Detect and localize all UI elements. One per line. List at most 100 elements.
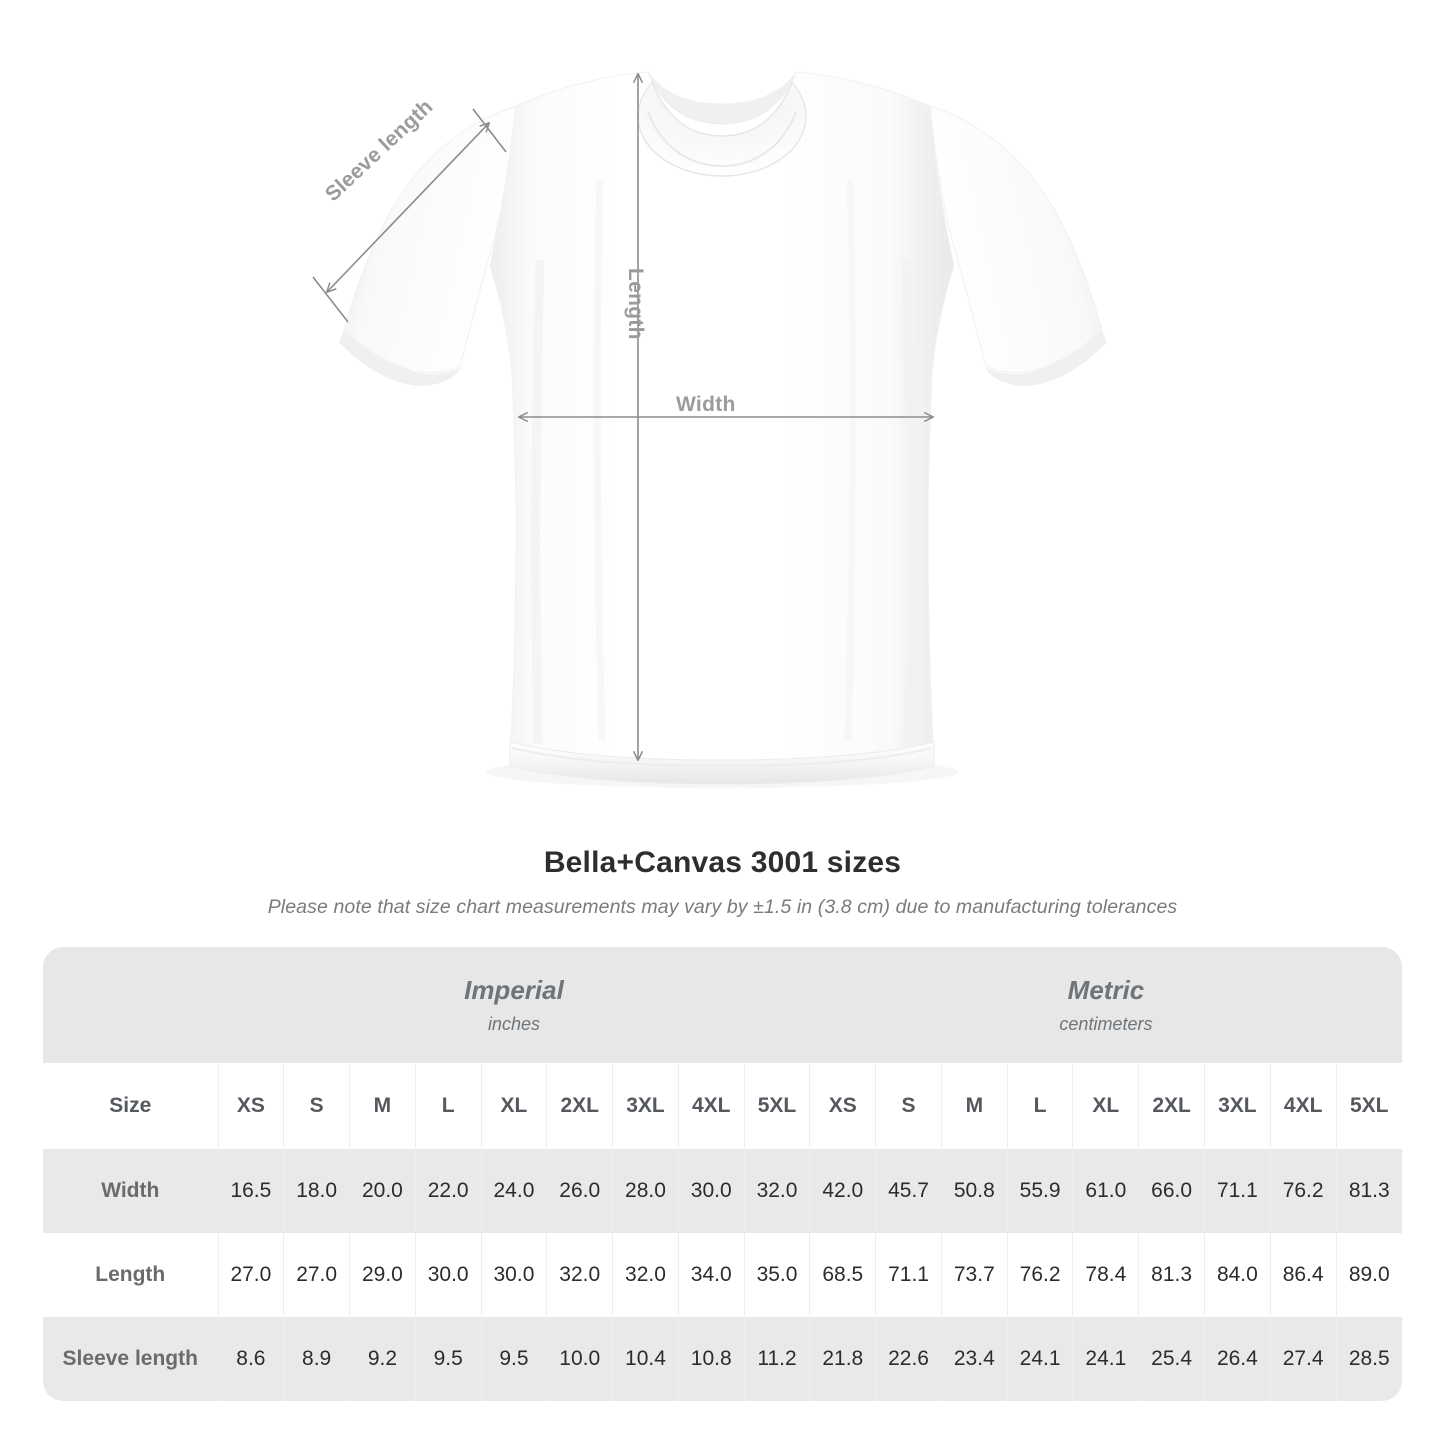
cell-sleeve-imperial-4xl: 10.8 [678,1317,745,1401]
cell-width-imperial-4xl: 30.0 [678,1149,745,1233]
size-col-metric-4xl: 4XL [1270,1063,1337,1149]
collar-seam [647,111,797,168]
table-row: Sleeve length 8.6 8.9 9.2 9.5 9.5 10.0 1… [43,1317,1402,1401]
size-col-imperial-xs: XS [218,1063,285,1149]
cell-sleeve-imperial-5xl: 11.2 [744,1317,811,1401]
cell-sleeve-metric-xl: 24.1 [1072,1317,1140,1401]
cell-sleeve-imperial-m: 9.2 [349,1317,416,1401]
cell-sleeve-metric-4xl: 27.4 [1270,1317,1337,1401]
row-label-width: Width [43,1149,219,1233]
size-col-imperial-2xl: 2XL [546,1063,614,1149]
unit-sub-imperial: inches [487,1014,540,1034]
shirt-body [489,71,955,775]
cell-sleeve-imperial-xs: 8.6 [218,1317,285,1401]
size-col-imperial-xl: XL [481,1063,548,1149]
cell-length-imperial-xs: 27.0 [218,1233,285,1317]
cell-length-imperial-2xl: 32.0 [546,1233,614,1317]
cell-width-metric-2xl: 66.0 [1138,1149,1205,1233]
sleeve-dimension-line [325,121,491,294]
unit-sub-metric: centimeters [1059,1014,1153,1034]
unit-system-header-row: Imperial inches Metric centimeters [43,947,1402,1063]
size-col-imperial-m: M [349,1063,416,1149]
cell-width-metric-xl: 61.0 [1072,1149,1140,1233]
unit-name-metric: Metric [1067,975,1145,1005]
size-col-imperial-s: S [283,1063,351,1149]
cell-width-imperial-xs: 16.5 [218,1149,285,1233]
cell-length-imperial-l: 30.0 [415,1233,482,1317]
unit-system-metric: Metric centimeters [809,947,1402,1063]
right-sleeve-hem [985,330,1107,386]
cell-length-metric-s: 71.1 [875,1233,942,1317]
size-header-row: Size XS S M L XL 2XL 3XL 4XL 5XL XS S M … [43,1063,1402,1149]
cell-width-metric-l: 55.9 [1007,1149,1074,1233]
cell-width-metric-xs: 42.0 [809,1149,877,1233]
length-label: Length [624,268,647,340]
cell-sleeve-metric-s: 22.6 [875,1317,942,1401]
size-col-imperial-5xl: 5XL [744,1063,811,1149]
tshirt-measurement-diagram: Sleeve length Length Width [312,71,1107,785]
cell-length-metric-l: 76.2 [1007,1233,1074,1317]
size-col-metric-xs: XS [809,1063,877,1149]
cell-width-imperial-xl: 24.0 [481,1149,548,1233]
cell-sleeve-imperial-xl: 9.5 [481,1317,548,1401]
cell-sleeve-metric-2xl: 25.4 [1138,1317,1205,1401]
cell-width-imperial-s: 18.0 [283,1149,351,1233]
cell-length-imperial-s: 27.0 [283,1233,351,1317]
unit-spacer-cell [43,947,218,1063]
cell-width-imperial-m: 20.0 [349,1149,416,1233]
cell-length-metric-2xl: 81.3 [1138,1233,1205,1317]
size-col-metric-xl: XL [1072,1063,1140,1149]
size-table-wrapper: Imperial inches Metric centimeters Size … [43,947,1402,1401]
size-chart-table: Imperial inches Metric centimeters Size … [43,947,1402,1401]
cell-width-metric-m: 50.8 [941,1149,1008,1233]
cell-length-imperial-4xl: 34.0 [678,1233,745,1317]
unit-name-imperial: Imperial [464,975,564,1005]
cell-sleeve-imperial-s: 8.9 [283,1317,351,1401]
hem-stitch [511,747,933,768]
cell-width-imperial-3xl: 28.0 [612,1149,679,1233]
cell-length-imperial-5xl: 35.0 [744,1233,811,1317]
cell-length-metric-5xl: 89.0 [1336,1233,1402,1317]
cell-sleeve-metric-l: 24.1 [1007,1317,1074,1401]
size-col-metric-2xl: 2XL [1138,1063,1205,1149]
sleeve-cap-upper [472,108,507,153]
cell-sleeve-metric-5xl: 28.5 [1336,1317,1402,1401]
bottom-hem [509,741,935,785]
cell-sleeve-metric-m: 23.4 [941,1317,1008,1401]
page-title: Bella+Canvas 3001 sizes [543,846,902,879]
sleeve-cap-lower [312,276,349,323]
cell-width-metric-5xl: 81.3 [1336,1149,1402,1233]
width-label: Width [676,393,736,416]
cell-width-imperial-2xl: 26.0 [546,1149,614,1233]
cell-length-imperial-3xl: 32.0 [612,1233,679,1317]
size-col-metric-s: S [875,1063,942,1149]
cell-sleeve-imperial-3xl: 10.4 [612,1317,679,1401]
size-col-imperial-4xl: 4XL [678,1063,745,1149]
cell-width-metric-s: 45.7 [875,1149,942,1233]
cell-width-metric-4xl: 76.2 [1270,1149,1337,1233]
row-label-length: Length [43,1233,219,1317]
cell-length-imperial-m: 29.0 [349,1233,416,1317]
size-header-label: Size [43,1063,219,1149]
cell-width-imperial-5xl: 32.0 [744,1149,811,1233]
cell-length-metric-xl: 78.4 [1072,1233,1140,1317]
cell-sleeve-metric-xs: 21.8 [809,1317,877,1401]
cell-sleeve-imperial-l: 9.5 [415,1317,482,1401]
size-col-imperial-3xl: 3XL [612,1063,679,1149]
cell-width-imperial-l: 22.0 [415,1149,482,1233]
table-row: Length 27.0 27.0 29.0 30.0 30.0 32.0 32.… [43,1233,1402,1317]
cell-length-metric-m: 73.7 [941,1233,1008,1317]
size-col-metric-5xl: 5XL [1336,1063,1402,1149]
cell-sleeve-metric-3xl: 26.4 [1204,1317,1271,1401]
unit-system-imperial: Imperial inches [218,947,810,1063]
collar-shadow [648,72,796,124]
size-col-metric-l: L [1007,1063,1074,1149]
cell-length-metric-xs: 68.5 [809,1233,877,1317]
cell-width-metric-3xl: 71.1 [1204,1149,1271,1233]
tshirt-illustration [312,71,1107,785]
size-col-metric-m: M [941,1063,1008,1149]
title-block: Bella+Canvas 3001 sizes Please note that… [0,846,1445,919]
right-sleeve [929,105,1103,374]
cell-sleeve-imperial-2xl: 10.0 [546,1317,614,1401]
